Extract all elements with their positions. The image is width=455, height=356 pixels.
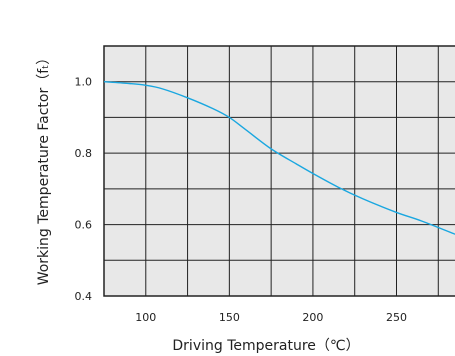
x-tick-label: 150	[219, 311, 240, 324]
x-tick-label: 100	[135, 311, 156, 324]
y-tick-label: 0.6	[75, 219, 93, 232]
plot-background	[104, 46, 455, 296]
y-tick-labels: 0.4 0.6 0.8 1.0	[75, 76, 93, 303]
grid-lines	[104, 46, 455, 296]
y-tick-label: 1.0	[75, 76, 93, 89]
y-tick-label: 0.8	[75, 147, 93, 160]
series-line	[103, 81, 455, 235]
x-tick-labels: 100 150 200 250	[135, 311, 407, 324]
series-layer	[103, 81, 455, 235]
plot-frame-group	[103, 45, 455, 297]
x-tick-label: 200	[302, 311, 323, 324]
y-tick-label: 0.4	[75, 290, 93, 303]
plot-frame	[103, 45, 455, 297]
y-axis-title: Working Temperature Factor（fₜ）	[36, 51, 52, 286]
x-axis-title: Driving Temperature（℃）	[172, 338, 359, 354]
x-tick-label: 250	[386, 311, 407, 324]
